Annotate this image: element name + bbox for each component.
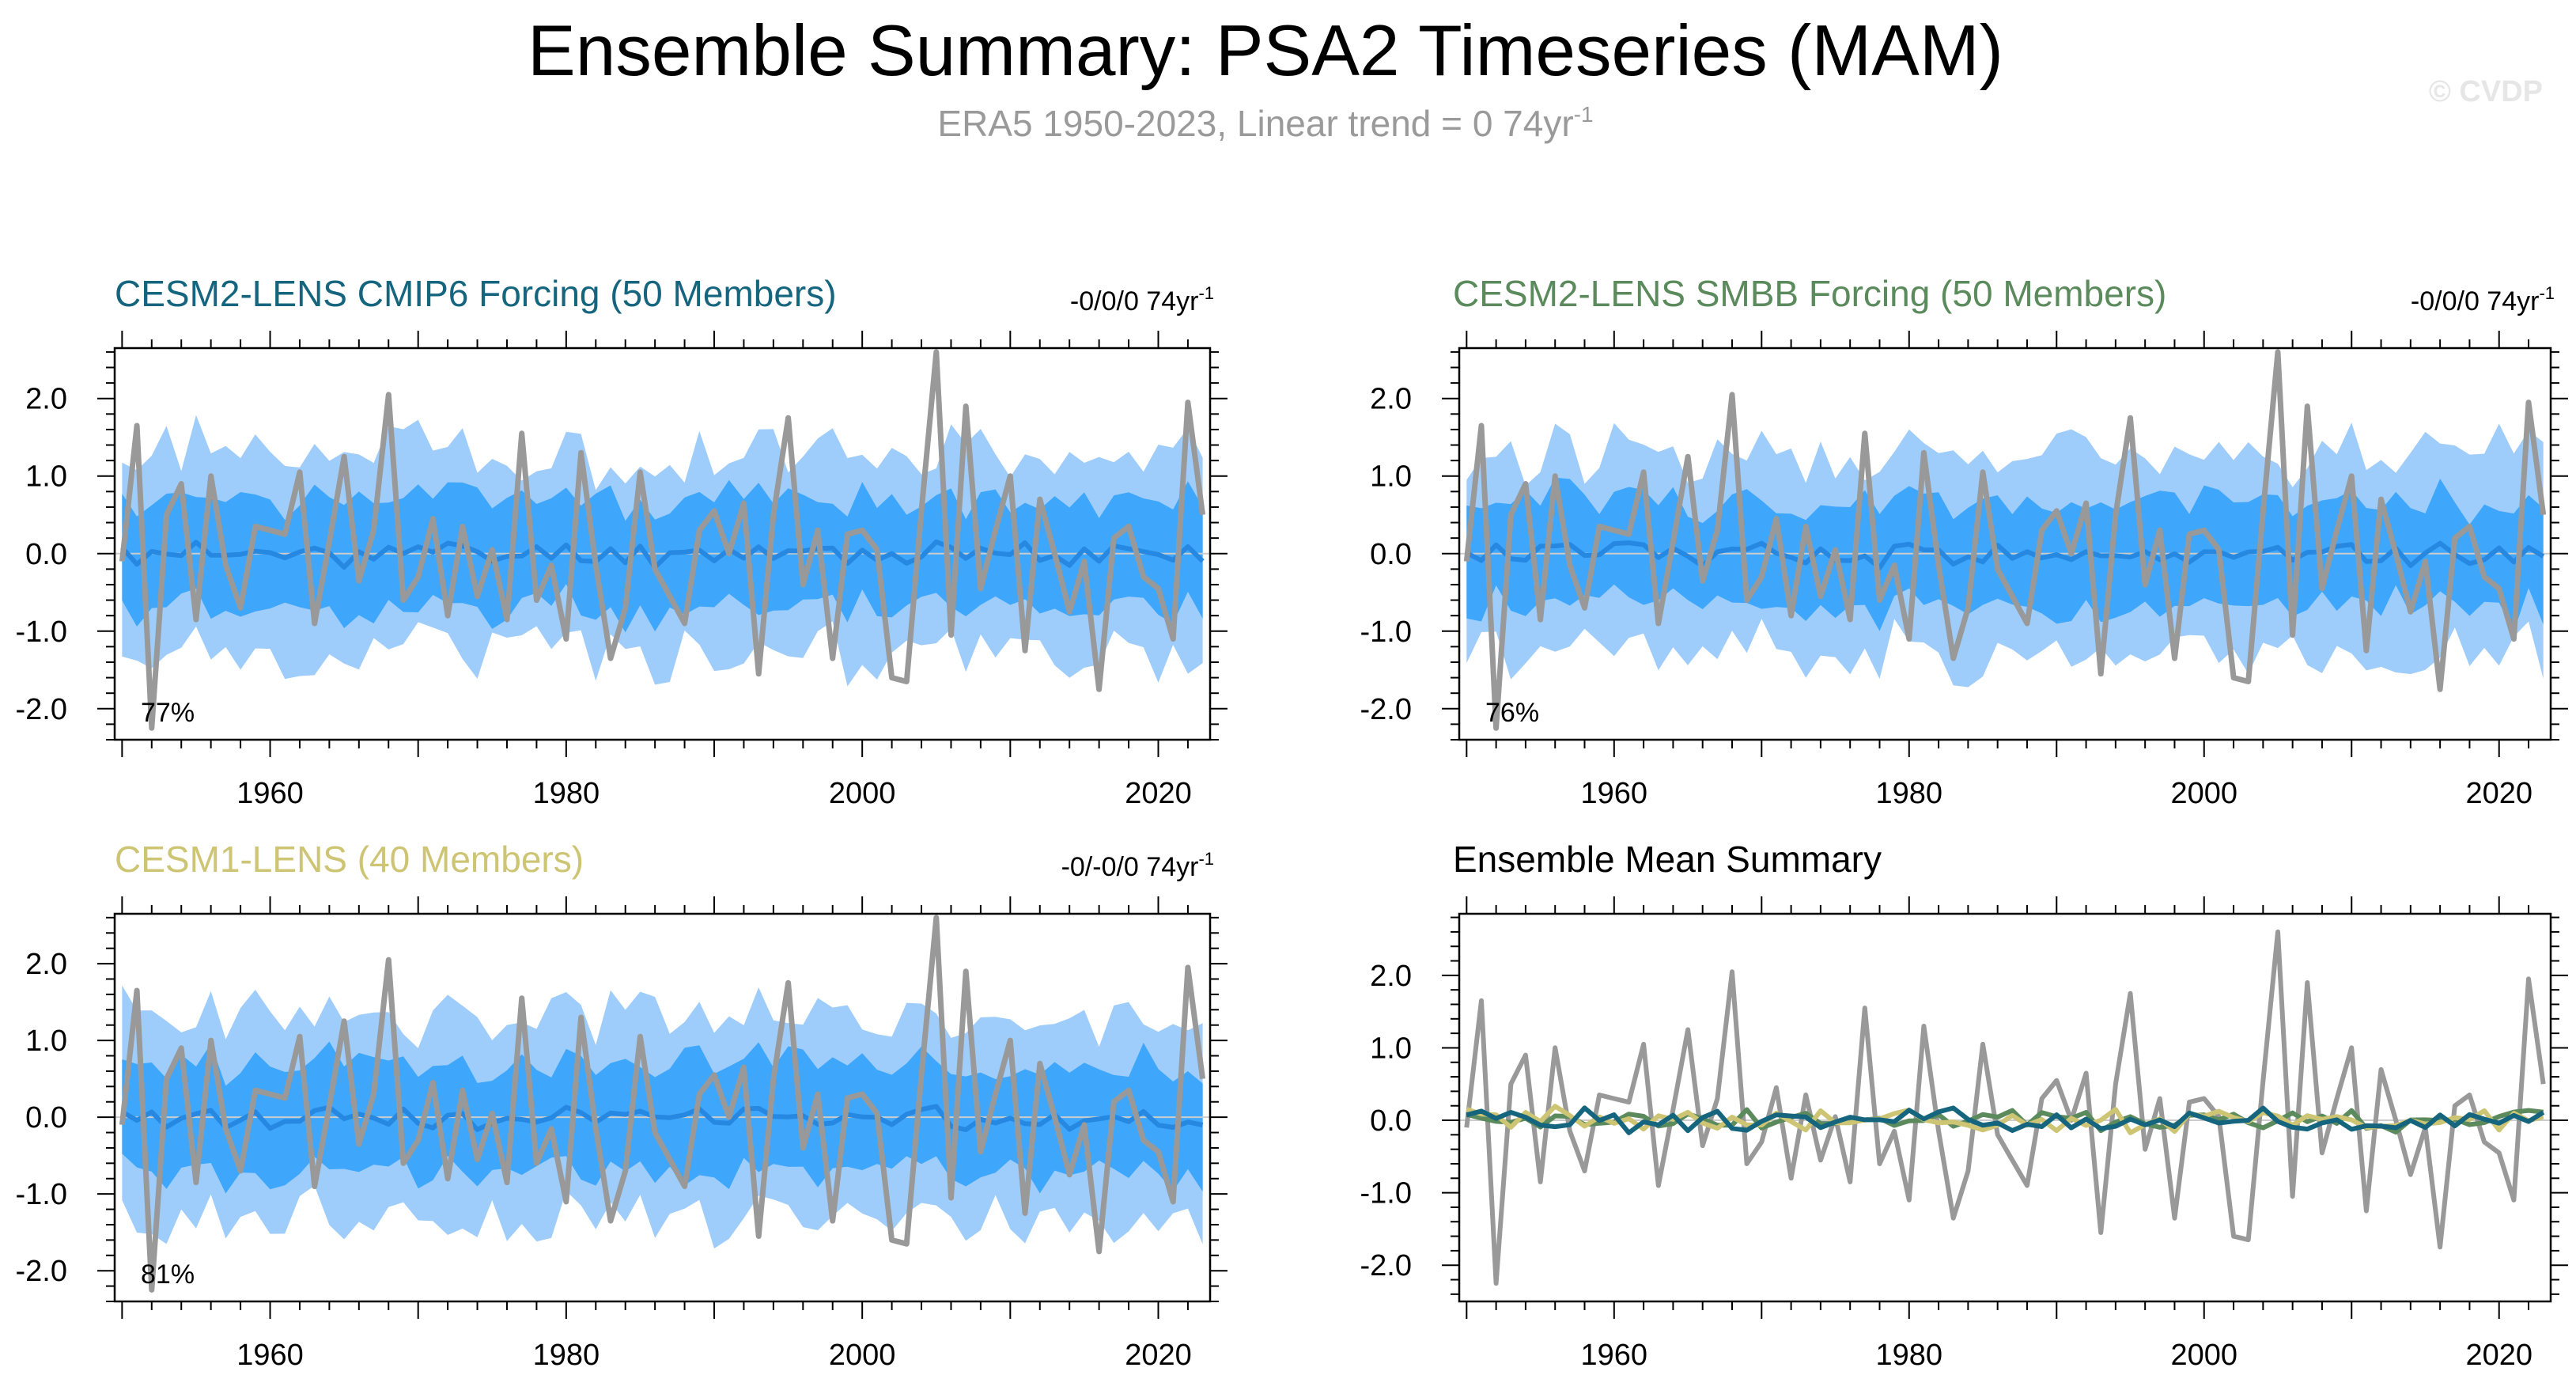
y-tick-label: -2.0	[1360, 1249, 1412, 1282]
trend-label: -0/0/0 74yr-1	[1070, 283, 1214, 316]
x-tick-label: 1980	[533, 1339, 600, 1372]
panel-cesm1: CESM1-LENS (40 Members) -0/-0/0 74yr-1 81%…	[16, 839, 1227, 1372]
y-tick-label: 1.0	[1370, 460, 1412, 494]
x-tick-label: 2020	[1125, 777, 1192, 810]
x-tick-label: 1980	[1876, 777, 1943, 810]
panel-cesm2-cmip6: CESM2-LENS CMIP6 Forcing (50 Members) -0/…	[16, 273, 1227, 810]
x-tick-label: 1960	[236, 1339, 304, 1372]
figure-title: Ensemble Summary: PSA2 Timeseries (MAM)	[528, 11, 2003, 91]
x-tick-label: 2020	[2465, 777, 2532, 810]
y-tick-label: 2.0	[1370, 383, 1412, 416]
y-tick-label: 2.0	[25, 948, 67, 981]
x-tick-label: 1980	[1876, 1339, 1943, 1372]
panel-cesm2-smbb: CESM2-LENS SMBB Forcing (50 Members) -0/0…	[1360, 273, 2568, 810]
subtitle-text: ERA5 1950-2023, Linear trend = 0 74yr	[937, 103, 1573, 144]
x-tick-label: 1980	[533, 777, 600, 810]
panel-ensemble-mean-summary: Ensemble Mean Summary 1960 1980 2000 2020 2.0…	[1360, 839, 2568, 1372]
ensemble-mean-line	[120, 539, 1205, 570]
trend-label: -0/-0/0 74yr-1	[1061, 849, 1214, 882]
x-tick-label: 1960	[1581, 1339, 1648, 1372]
observed-line	[119, 915, 1206, 1293]
watermark: © CVDP	[2429, 75, 2543, 108]
trend-text: -0/0/0 74yr	[1070, 286, 1199, 316]
y-tick-label: -1.0	[16, 616, 67, 649]
ensemble-mean-line-cesm2-lens-cmip6	[1466, 1105, 2545, 1135]
trend-label: -0/0/0 74yr-1	[2411, 283, 2555, 316]
y-tick-label: -2.0	[16, 1255, 67, 1288]
x-tick-label: 2000	[829, 777, 896, 810]
panel-title: Ensemble Mean Summary	[1453, 839, 1882, 880]
percent-label: 81%	[141, 1260, 195, 1290]
ensemble-mean-line	[120, 1104, 1204, 1132]
percent-label: 76%	[1485, 698, 1539, 728]
trend-exponent: -1	[2539, 283, 2555, 303]
y-tick-label: 0.0	[1370, 538, 1412, 571]
percent-label: 77%	[141, 698, 195, 728]
ensemble-mean-line	[1465, 540, 2545, 570]
trend-exponent: -1	[1198, 849, 1214, 869]
x-tick-label: 1960	[236, 777, 304, 810]
x-tick-label: 2000	[2170, 1339, 2237, 1372]
spread-band-inner	[122, 479, 1203, 633]
y-tick-label: 1.0	[25, 1025, 67, 1058]
trend-exponent: -1	[1198, 283, 1214, 303]
observed-line	[119, 349, 1206, 731]
x-tick-label: 2000	[829, 1339, 896, 1372]
y-tick-label: 0.0	[25, 538, 67, 571]
y-tick-label: 1.0	[1370, 1032, 1412, 1065]
observed-line	[1464, 929, 2546, 1286]
panel-title: CESM2-LENS CMIP6 Forcing (50 Members)	[115, 273, 837, 314]
y-tick-label: -1.0	[1360, 616, 1412, 649]
observed-line	[1463, 349, 2547, 731]
y-tick-label: 0.0	[25, 1101, 67, 1135]
x-tick-label: 2020	[2465, 1339, 2532, 1372]
x-tick-label: 2020	[1125, 1339, 1192, 1372]
y-tick-label: 0.0	[1370, 1104, 1412, 1138]
plot-frame	[113, 912, 1212, 1303]
y-tick-label: -2.0	[16, 693, 67, 726]
y-tick-label: -1.0	[1360, 1177, 1412, 1210]
x-tick-label: 2000	[2170, 777, 2237, 810]
plot-frame	[1458, 912, 2552, 1303]
panel-title: CESM2-LENS SMBB Forcing (50 Members)	[1453, 273, 2166, 314]
subtitle-exponent: -1	[1574, 102, 1594, 127]
y-tick-label: -1.0	[16, 1178, 67, 1211]
trend-text: -0/0/0 74yr	[2411, 286, 2540, 316]
x-tick-label: 1960	[1581, 777, 1648, 810]
plot-frame	[113, 347, 1212, 741]
panel-title: CESM1-LENS (40 Members)	[115, 839, 584, 880]
figure-subtitle: ERA5 1950-2023, Linear trend = 0 74yr-1	[937, 102, 1593, 144]
y-tick-label: -2.0	[1360, 693, 1412, 726]
y-tick-label: 2.0	[25, 383, 67, 416]
plot-frame	[1458, 347, 2552, 741]
y-tick-label: 2.0	[1370, 960, 1412, 993]
trend-text: -0/-0/0 74yr	[1061, 852, 1199, 882]
y-tick-label: 1.0	[25, 460, 67, 494]
